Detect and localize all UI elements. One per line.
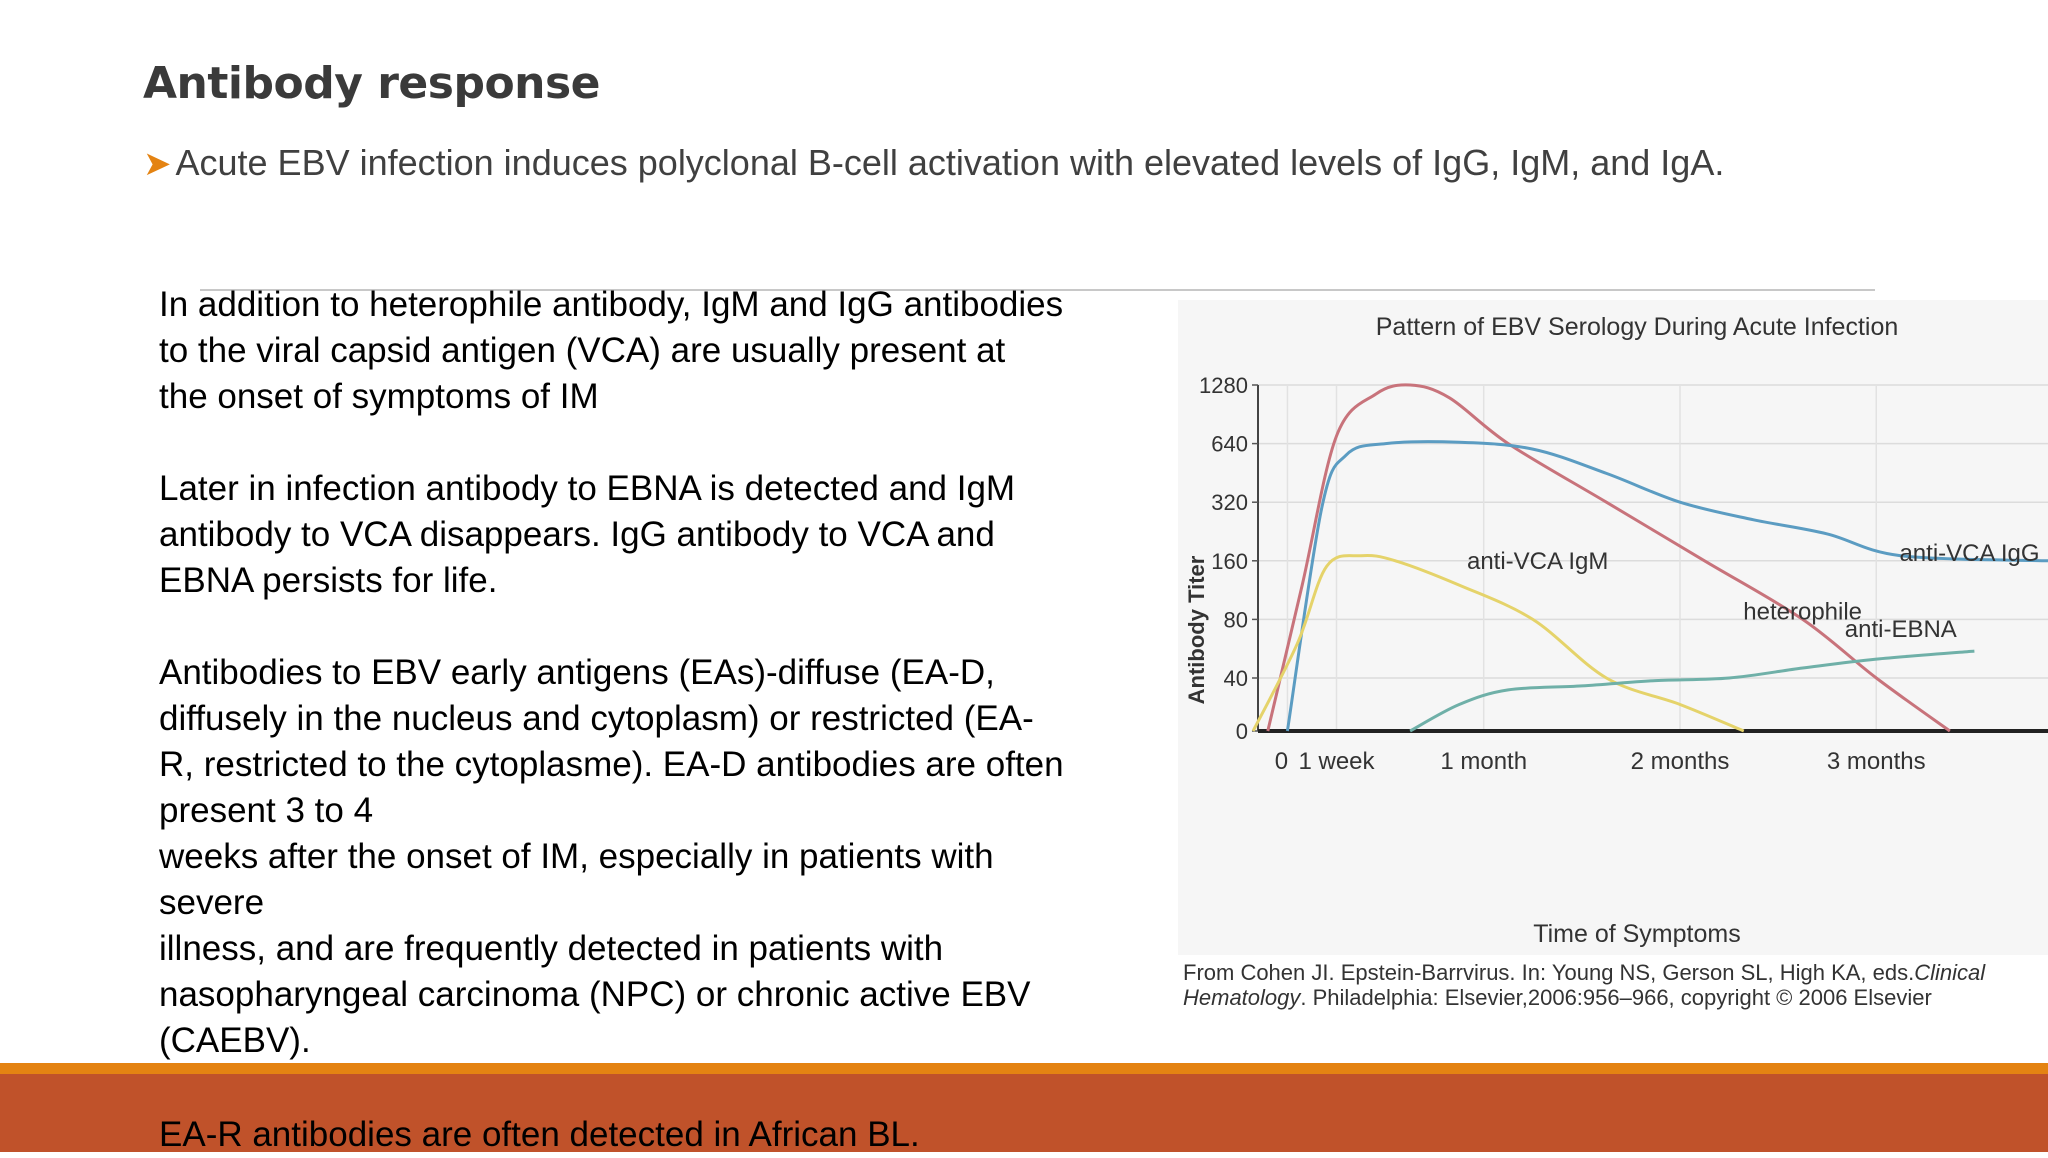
body-line: Antibodies to EBV early antigens (EAs)-d… [159,653,995,692]
body-line: In addition to heterophile antibody, IgM… [159,285,1064,324]
body-line: nasopharyngeal carcinoma (NPC) or chroni… [159,975,1031,1014]
chart-background [1178,300,2048,955]
footer-text: EA-R antibodies are often detected in Af… [159,1115,920,1154]
body-line: the onset of symptoms of IM [159,377,599,416]
tick-labels: 0 40 80 160 320 640 1280 0 1 week 1 month 2 months… [1199,373,1926,775]
y-tick-label: 1280 [1199,373,1248,398]
body-line: severe [159,883,265,922]
body-line: weeks after the onset of IM, especially … [159,837,994,876]
body-line: antibody to VCA disappears. IgG antibody… [159,515,995,554]
body-line: to the viral capsid antigen (VCA) are us… [159,331,1006,370]
bullet-text: Acute EBV infection induces polyclonal B… [175,142,1725,183]
image-caption: From Cohen JI. Epstein-Barrvirus. In: Yo… [1183,960,1985,1010]
y-tick-label: 40 [1224,666,1248,691]
body-line: present 3 to 4 [159,791,374,830]
slide-title: Antibody response [143,58,601,109]
footer-bar [0,1074,2048,1152]
bullet-point: ➤ Acute EBV infection induces polyclonal … [143,142,1724,184]
series-labels: heterophile anti-VCA IgG anti-VCA IgM anti-… [1467,540,2040,643]
body-line: EBNA persists for life. [159,561,498,600]
paragraph-gap [159,420,1159,466]
body-line: diffusely in the nucleus and cytoplasm) … [159,699,1034,738]
caption-italic-2: Hematology [1183,985,1301,1010]
caption-line-2: . Philadelphia: Elsevier,2006:956–966, c… [1300,985,1932,1010]
body-text: In addition to heterophile antibody, IgM… [159,282,1159,1064]
series-label: anti-VCA IgM [1467,548,1608,575]
x-tick-label: 1 month [1440,748,1527,775]
y-tick-label: 320 [1211,490,1248,515]
series-line-anti-ebna [1409,649,1975,733]
series-line-anti-vca-igm [1251,553,1745,733]
y-axis-label: Antibody Titer [1184,555,1209,704]
x-tick-label: 2 months [1631,748,1730,775]
series-line-heterophile [1266,383,1951,733]
x-tick-label: 3 months [1827,748,1926,775]
y-tick-label: 640 [1211,432,1248,457]
series-line-anti-vca-igg [1285,440,2048,732]
y-tick-label: 0 [1236,719,1248,744]
series-label: anti-EBNA [1845,616,1957,643]
y-tick-label: 160 [1211,549,1248,574]
series-lines [1251,383,2048,733]
body-line: illness, and are frequently detected in … [159,929,944,968]
x-tick-label: 0 [1275,748,1288,775]
x-tick-label: 1 week [1298,748,1375,775]
ebv-serology-chart: Pattern of EBV Serology During Acute Inf… [1178,300,2048,955]
footer-stripe [0,1063,2048,1074]
body-line: R, restricted to the cytoplasme). EA-D a… [159,745,1064,784]
paragraph-gap [159,604,1159,650]
series-label: anti-VCA IgG [1899,540,2039,567]
divider-line [200,289,1875,291]
x-axis-label: Time of Symptoms [1533,920,1740,948]
y-tick-label: 80 [1224,607,1248,632]
arrow-bullet-icon: ➤ [143,145,172,183]
body-line: Later in infection antibody to EBNA is d… [159,469,1016,508]
chart-title: Pattern of EBV Serology During Acute Inf… [1376,313,1899,341]
body-line: (CAEBV). [159,1021,311,1060]
series-label: heterophile [1743,598,1862,625]
caption-italic-1: Clinical [1914,960,1986,985]
caption-line-1: From Cohen JI. Epstein-Barrvirus. In: Yo… [1183,960,1915,985]
